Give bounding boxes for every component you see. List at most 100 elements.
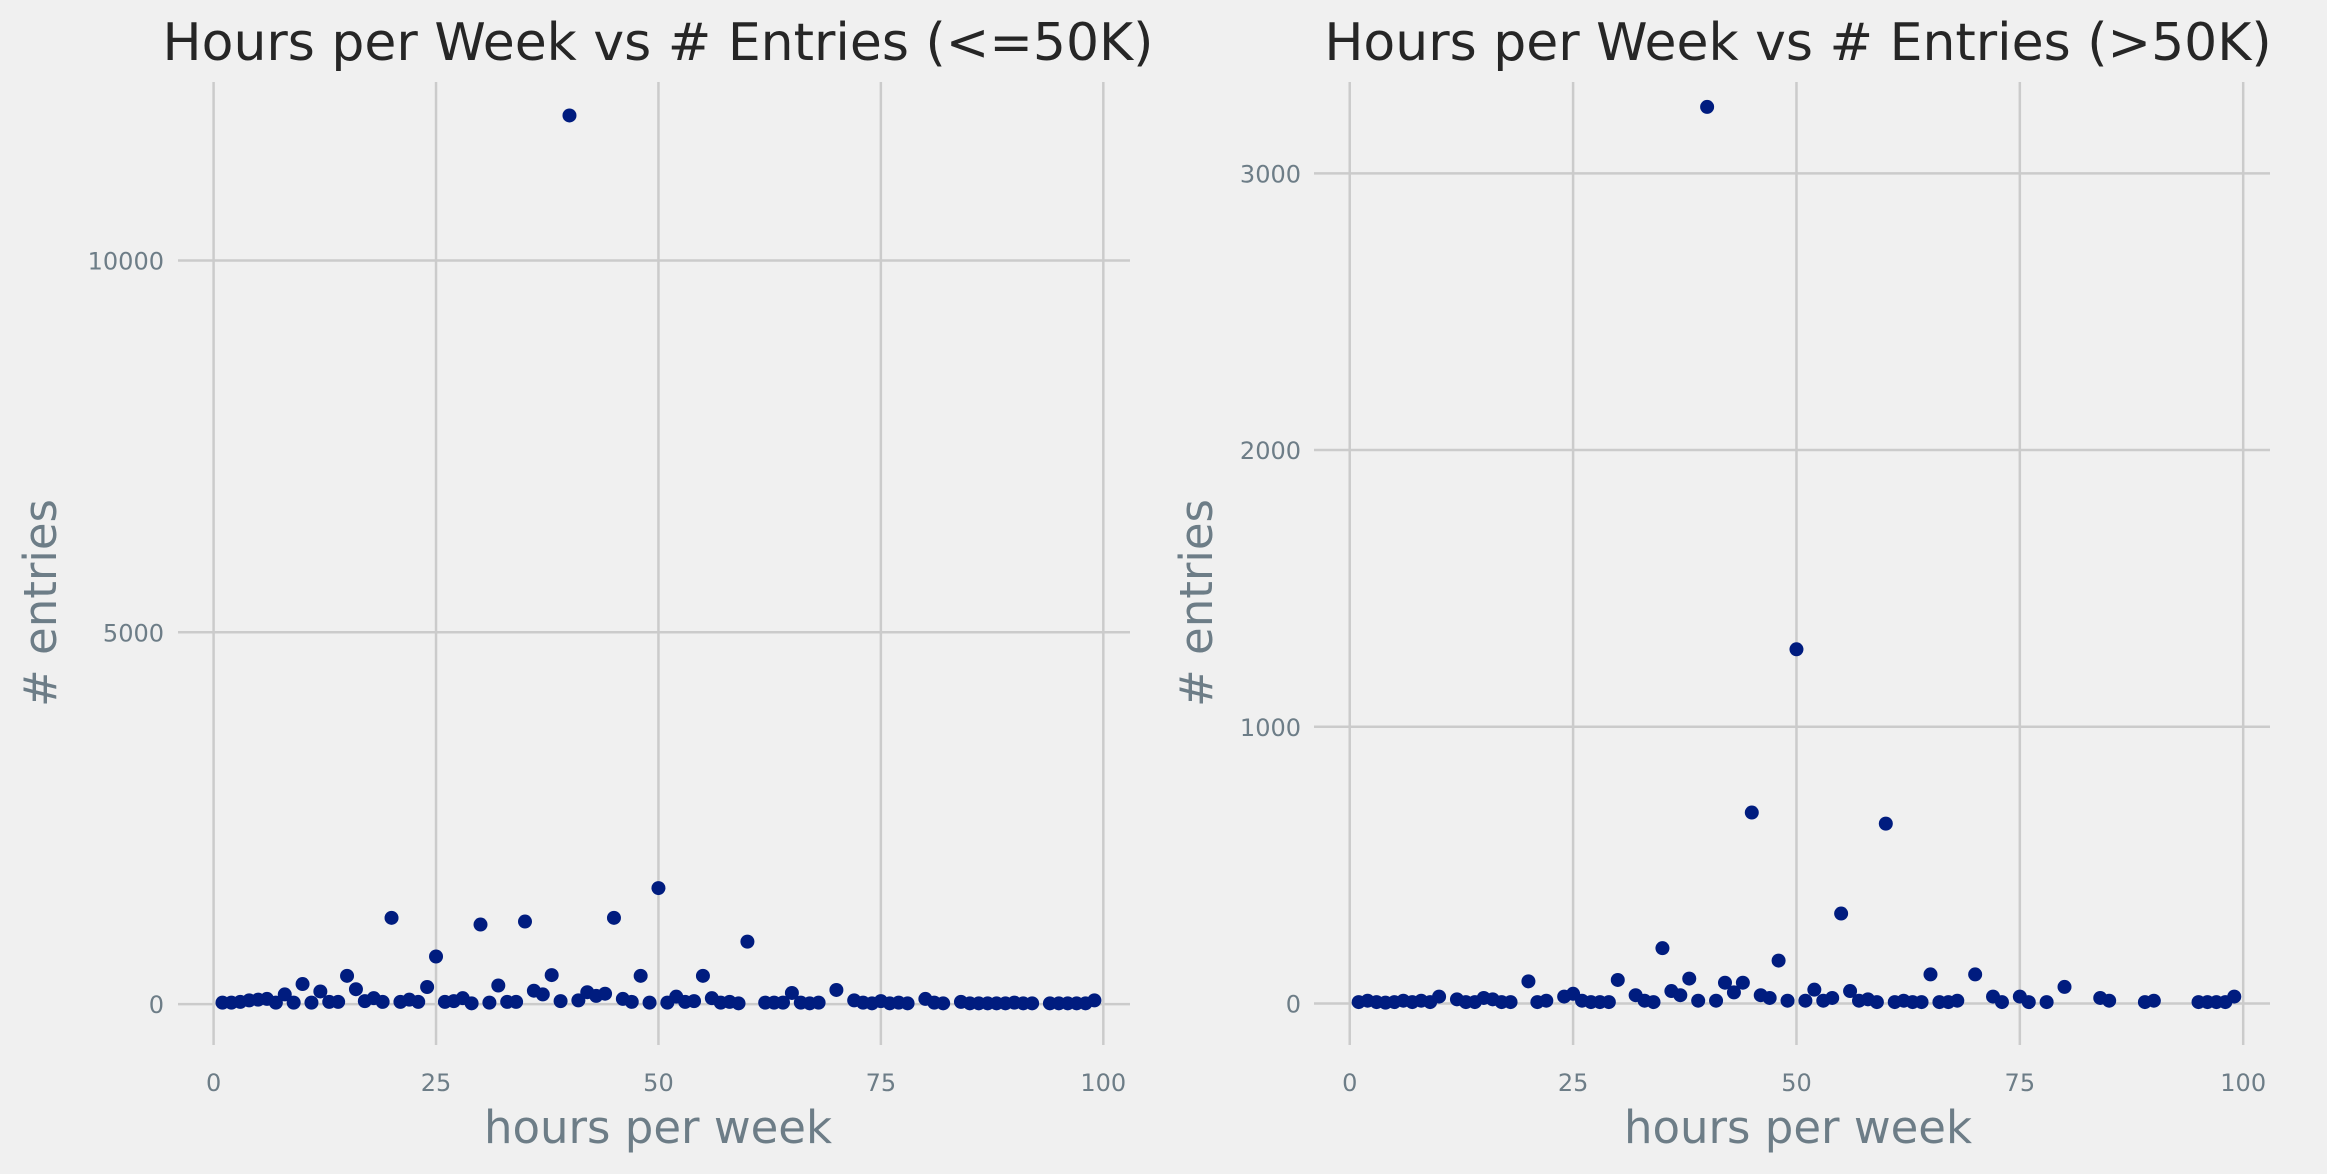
x-tick-label: 25 — [1558, 1069, 1589, 1097]
data-point — [731, 996, 746, 1011]
data-point — [606, 910, 621, 925]
y-tick-label: 3000 — [1240, 160, 1301, 188]
chart-gt50k: Hours per Week vs # Entries (>50K) hours… — [1170, 13, 2272, 1154]
data-point — [1673, 988, 1688, 1003]
data-point — [2057, 979, 2072, 994]
data-point — [1655, 941, 1670, 956]
data-point — [1950, 993, 1965, 1008]
data-point — [277, 987, 292, 1002]
data-point — [1691, 993, 1706, 1008]
y-tick-label: 5000 — [103, 619, 164, 647]
data-point — [1735, 975, 1750, 990]
data-point — [482, 995, 497, 1010]
data-point — [784, 985, 799, 1000]
data-point — [1798, 993, 1813, 1008]
data-point — [411, 994, 426, 1009]
chart-title: Hours per Week vs # Entries (>50K) — [1324, 13, 2271, 73]
data-point — [509, 994, 524, 1009]
y-tick-label: 1000 — [1240, 714, 1301, 742]
data-point — [1610, 972, 1625, 987]
data-point — [1682, 971, 1697, 986]
data-point — [1700, 99, 1715, 114]
chart-le50k: Hours per Week vs # Entries (<=50K) hour… — [14, 13, 1153, 1154]
data-point — [1646, 995, 1661, 1010]
data-point — [331, 994, 346, 1009]
grid — [178, 82, 1130, 1045]
y-tick-label: 10000 — [88, 247, 164, 275]
data-point — [1717, 975, 1732, 990]
y-axis-label: # entries — [1170, 499, 1223, 707]
data-point — [295, 977, 310, 992]
data-point — [1834, 906, 1849, 921]
data-point — [624, 994, 639, 1009]
data-point — [651, 881, 666, 896]
data-point — [740, 934, 755, 949]
data-point — [571, 993, 586, 1008]
data-point — [1923, 967, 1938, 982]
x-tick-label: 25 — [421, 1069, 452, 1097]
data-point — [375, 994, 390, 1009]
data-point — [1601, 995, 1616, 1010]
y-tick-label: 2000 — [1240, 437, 1301, 465]
data-point — [2227, 989, 2242, 1004]
data-points — [1351, 99, 2242, 1010]
data-point — [811, 995, 826, 1010]
data-point — [1503, 995, 1518, 1010]
chart-title: Hours per Week vs # Entries (<=50K) — [163, 13, 1154, 73]
data-point — [936, 996, 951, 1011]
x-tick-label: 0 — [1342, 1069, 1357, 1097]
data-point — [384, 910, 399, 925]
data-point — [1771, 953, 1786, 968]
data-point — [544, 968, 559, 983]
data-point — [1087, 993, 1102, 1008]
data-point — [1726, 985, 1741, 1000]
data-point — [473, 917, 488, 932]
data-point — [1994, 995, 2009, 1010]
data-point — [1709, 993, 1724, 1008]
data-point — [491, 978, 506, 993]
x-axis-label: hours per week — [1624, 1101, 1972, 1154]
data-point — [1744, 805, 1759, 820]
x-axis-label: hours per week — [484, 1101, 832, 1154]
data-point — [313, 984, 328, 999]
data-point — [464, 996, 479, 1011]
data-point — [1780, 993, 1795, 1008]
data-point — [2039, 995, 2054, 1010]
data-point — [340, 968, 355, 983]
data-point — [517, 914, 532, 929]
y-tick-label: 0 — [149, 991, 164, 1019]
data-point — [1843, 984, 1858, 999]
data-point — [2021, 995, 2036, 1010]
data-point — [429, 949, 444, 964]
data-point — [1878, 816, 1893, 831]
data-point — [1807, 982, 1822, 997]
x-tick-label: 50 — [643, 1069, 674, 1097]
data-point — [642, 995, 657, 1010]
data-point — [553, 994, 568, 1009]
data-point — [776, 995, 791, 1010]
data-point — [535, 987, 550, 1002]
data-point — [1025, 996, 1040, 1011]
data-point — [598, 986, 613, 1001]
x-tick-label: 50 — [1781, 1069, 1812, 1097]
y-ticks: 0 5000 10000 — [88, 247, 164, 1019]
data-point — [829, 982, 844, 997]
x-tick-label: 0 — [206, 1069, 221, 1097]
data-point — [1539, 993, 1554, 1008]
data-point — [687, 994, 702, 1009]
data-point — [1762, 990, 1777, 1005]
data-point — [286, 995, 301, 1010]
data-points — [215, 108, 1102, 1011]
data-point — [900, 996, 915, 1011]
grid — [1314, 82, 2270, 1045]
data-point — [420, 979, 435, 994]
data-point — [304, 995, 319, 1010]
data-point — [268, 995, 283, 1010]
data-point — [1968, 967, 1983, 982]
data-point — [1825, 990, 1840, 1005]
data-point — [562, 108, 577, 123]
x-ticks: 0 25 50 75 100 — [1342, 1069, 2266, 1097]
y-ticks: 0 1000 2000 3000 — [1240, 160, 1301, 1018]
